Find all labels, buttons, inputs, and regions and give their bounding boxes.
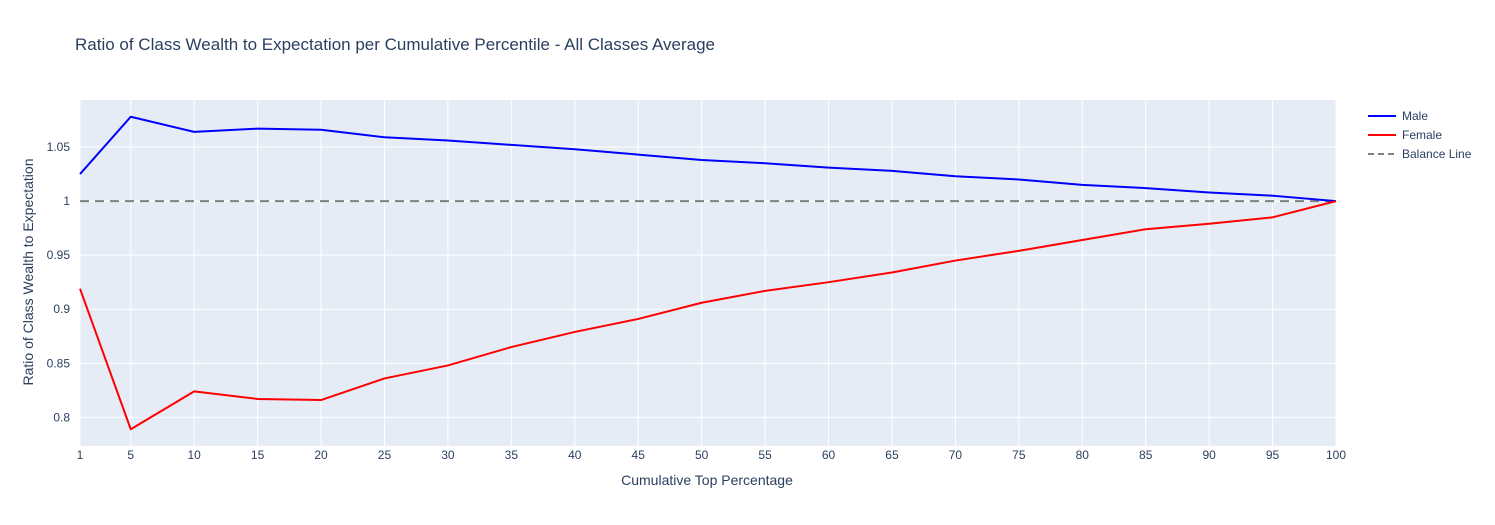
x-tick-label: 40 bbox=[568, 448, 582, 462]
legend-label: Female bbox=[1402, 128, 1442, 142]
x-tick-label: 85 bbox=[1139, 448, 1153, 462]
x-tick-label: 70 bbox=[949, 448, 963, 462]
y-tick-label: 1 bbox=[63, 194, 70, 208]
x-tick-label: 1 bbox=[77, 448, 84, 462]
x-axis-title: Cumulative Top Percentage bbox=[621, 472, 793, 488]
y-tick-label: 0.95 bbox=[47, 248, 71, 262]
x-tick-label: 100 bbox=[1326, 448, 1346, 462]
x-tick-label: 25 bbox=[378, 448, 392, 462]
x-tick-label: 80 bbox=[1076, 448, 1090, 462]
x-tick-label: 65 bbox=[885, 448, 899, 462]
grid-lines bbox=[79, 100, 1337, 446]
series-lines bbox=[79, 115, 1337, 431]
x-tick-label: 75 bbox=[1012, 448, 1026, 462]
x-tick-label: 15 bbox=[251, 448, 265, 462]
y-tick-label: 0.9 bbox=[53, 302, 70, 316]
plot-area bbox=[80, 100, 1336, 446]
x-tick-label: 45 bbox=[632, 448, 646, 462]
x-tick-label: 95 bbox=[1266, 448, 1280, 462]
y-tick-label: 0.8 bbox=[53, 410, 70, 424]
x-tick-label: 55 bbox=[758, 448, 772, 462]
x-tick-label: 35 bbox=[505, 448, 519, 462]
chart-title: Ratio of Class Wealth to Expectation per… bbox=[75, 35, 715, 54]
y-tick-label: 1.05 bbox=[47, 140, 71, 154]
y-tick-label: 0.85 bbox=[47, 356, 71, 370]
x-tick-label: 50 bbox=[695, 448, 709, 462]
series-line-female bbox=[79, 200, 1337, 431]
x-tick-label: 60 bbox=[822, 448, 836, 462]
x-tick-label: 90 bbox=[1202, 448, 1216, 462]
x-tick-label: 10 bbox=[188, 448, 202, 462]
legend-label: Male bbox=[1402, 109, 1428, 123]
tick-labels: 1 5 10 15 20 25 30 35 40 45 50 55 60 65 70 75 80 85 90 95 10… bbox=[47, 140, 1347, 462]
x-tick-label: 30 bbox=[441, 448, 455, 462]
series-line-male bbox=[79, 115, 1337, 203]
legend: Male Female Balance Line bbox=[1368, 109, 1472, 161]
x-tick-label: 20 bbox=[314, 448, 328, 462]
y-axis-title: Ratio of Class Wealth to Expectation bbox=[20, 159, 36, 386]
x-tick-label: 5 bbox=[127, 448, 134, 462]
legend-label: Balance Line bbox=[1402, 147, 1472, 161]
